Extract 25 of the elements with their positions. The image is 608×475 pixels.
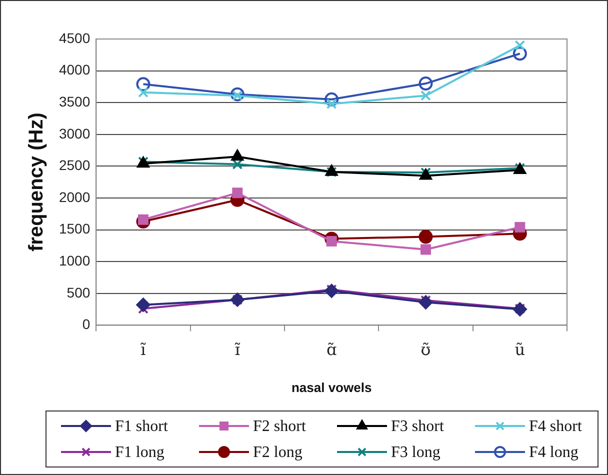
x-axis-title: nasal vowels	[291, 380, 372, 395]
y-axis-title: frequency (Hz)	[26, 112, 48, 252]
legend-label: F1 short	[115, 418, 168, 436]
legend-label: F2 short	[253, 418, 306, 436]
y-tick-label: 2500	[58, 157, 90, 174]
y-tick-label: 3000	[58, 125, 90, 142]
y-tick-label: 1000	[58, 252, 90, 268]
legend-label: F4 long	[529, 444, 578, 462]
legend-label: F2 long	[253, 444, 302, 462]
y-tick-label: 0	[82, 316, 90, 332]
y-tick-label: 500	[66, 284, 90, 300]
legend-label: F1 long	[115, 444, 164, 462]
y-tick-label: 3500	[58, 93, 90, 110]
y-tick-label: 1500	[58, 220, 90, 237]
legend-label: F3 short	[391, 418, 444, 436]
legend-label: F3 long	[391, 444, 440, 462]
legend-label: F4 short	[529, 418, 582, 436]
y-tick-label: 4000	[58, 62, 90, 78]
x-tick-label: ɪ̃	[234, 340, 241, 359]
x-tick-label: ɑ̃	[326, 340, 337, 359]
y-tick-label: 2000	[58, 188, 90, 205]
x-tick-label: ʊ̃	[420, 340, 431, 359]
x-tick-label: ĩ	[140, 340, 147, 359]
x-tick-label: ũ	[514, 340, 526, 359]
y-tick-label: 4500	[58, 30, 90, 46]
